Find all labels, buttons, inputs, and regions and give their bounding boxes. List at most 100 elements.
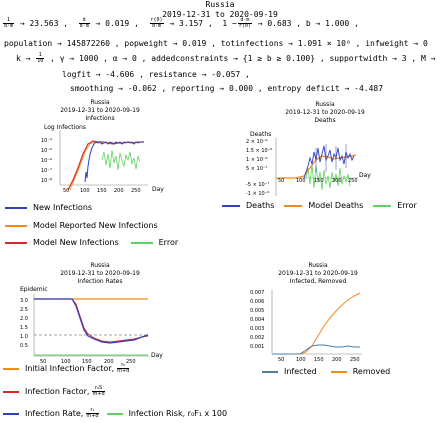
deaths-xtick-1: 50 — [278, 178, 284, 184]
deaths-legend-label-model: Model Deaths — [308, 201, 364, 210]
removed-series — [272, 292, 361, 355]
legend-new-infections: New Infections — [5, 203, 92, 212]
params-line-1: 1 d·m → 23.563 , d d·m → 0.019 , r(0) d·m →… — [3, 17, 359, 29]
rates-ytick-6: 0.5 — [20, 343, 28, 349]
rates-ytick-3: 2.0 — [20, 316, 28, 322]
infections-data-series — [84, 141, 144, 183]
deaths-ylabel: Deaths — [250, 131, 272, 138]
legend-label-model-reported: Model Reported New Infections — [33, 221, 158, 230]
infected-chart: 0.007 0.006 0.005 0.004 0.003 0.002 0.00… — [250, 290, 362, 363]
deaths-error-series — [305, 163, 351, 191]
legend-label-infection-rate: Infection Rate, — [25, 409, 84, 418]
rates-xtick-1: 50 — [40, 359, 46, 365]
deaths-legend-label-deaths: Deaths — [246, 201, 275, 210]
deaths-data-series — [303, 145, 355, 179]
legend-label-model-new: Model New Infections — [33, 238, 119, 247]
legend-swatch-rate — [3, 412, 19, 415]
infected-ytick-6: 0.002 — [250, 335, 264, 341]
fraction-d-over-dm: d d·m — [78, 17, 90, 29]
legend-fraction-initial: r₀ m+d — [117, 362, 130, 374]
deaths-xlabel: Day — [359, 172, 371, 179]
params-line-2: population → 145872260 , popweight → 0.0… — [4, 39, 428, 48]
deaths-legend-label-error: Error — [397, 201, 417, 210]
deaths-legend-swatch-blue — [222, 204, 240, 207]
infected-title-name: Infected, Removed — [289, 278, 347, 285]
rates-title-dates: 2019-12-31 to 2020-09-19 — [60, 270, 140, 277]
deaths-ytick-4: 5 × 10⁻⁷ — [246, 166, 268, 172]
infections-xlabel: Day — [152, 186, 164, 193]
legend-swatch-red — [5, 241, 27, 244]
infected-xtick-5: 250 — [350, 357, 360, 363]
legend-swatch-factor — [3, 390, 19, 393]
infections-xtick-3: 150 — [97, 188, 107, 194]
infections-ytick-5: 10⁻⁸ — [41, 178, 52, 184]
deaths-xtick-4: 200 — [332, 178, 342, 184]
rates-plot-title: Russia 2019-12-31 to 2020-09-19 Infectio… — [30, 262, 170, 286]
param-line-3-rest: , γ → 1000 , α → 0 , addedconstraints → … — [50, 54, 436, 63]
deaths-title-dates: 2019-12-31 to 2020-09-19 — [285, 109, 365, 116]
rates-ytick-4: 1.5 — [20, 325, 28, 331]
infections-error-series — [101, 149, 141, 171]
params-line-4: logfit → -4.606 , resistance → -0.057 , — [62, 70, 250, 79]
legend-infection-rate: Infection Rate, r₁ m+d Infection Risk, r₀… — [3, 408, 227, 419]
infected-ytick-3: 0.005 — [250, 308, 264, 314]
infections-ytick-4: 10⁻⁷ — [41, 168, 52, 174]
infected-xtick-3: 150 — [314, 357, 324, 363]
params-line-5: smoothing → -0.062 , reporting → 0.000 ,… — [70, 84, 384, 93]
deaths-title-country: Russia — [315, 101, 335, 108]
rates-ytick-1: 3.0 — [20, 298, 28, 304]
deaths-model-series — [276, 154, 357, 179]
legend-initial-factor: Initial Infection Factor, r₀ m+d — [3, 362, 130, 374]
deaths-ytick-1: 2 × 10⁻⁶ — [246, 139, 268, 145]
legend-fraction-rate: r₁ m+d — [86, 407, 99, 419]
infected-ytick-1: 0.007 — [250, 290, 264, 296]
rates-infection-rate-series — [34, 298, 149, 344]
deaths-ytick-3: 1 × 10⁻⁶ — [246, 157, 268, 163]
legend-label-new-infections: New Infections — [33, 203, 93, 212]
infected-title-dates: 2019-12-31 to 2020-09-19 — [278, 270, 358, 277]
infections-model-reported-series — [69, 141, 145, 191]
rates-ytick-5: 1.0 — [20, 334, 28, 340]
deaths-xtick-5: 250 — [348, 178, 358, 184]
infected-xtick-2: 100 — [296, 357, 306, 363]
legend-model-new: Model New Infections Error — [5, 238, 178, 247]
infections-ytick-3: 10⁻⁶ — [41, 158, 52, 164]
rates-title-country: Russia — [90, 262, 110, 269]
country-title: Russia — [205, 0, 235, 9]
param-value-3: → 3.157 , — [169, 19, 213, 28]
infections-xtick-2: 100 — [80, 188, 90, 194]
infections-plot-title: Russia 2019-12-31 to 2020-09-19 Infectio… — [40, 99, 160, 123]
param-value-2: → 0.019 , — [95, 19, 139, 28]
legend-swatch-risk — [106, 412, 123, 415]
deaths-xtick-3: 150 — [314, 178, 324, 184]
infected-title-country: Russia — [308, 262, 328, 269]
infected-legend: Infected Removed — [262, 367, 390, 376]
legend-label-initial-factor: Initial Infection Factor, — [25, 364, 115, 373]
removed-legend-label: Removed — [352, 367, 391, 376]
rates-xtick-2: 100 — [61, 359, 71, 365]
infections-ylabel: Log Infections — [44, 124, 86, 131]
infections-title-country: Russia — [90, 99, 110, 106]
fraction-dm-over-r0: d·m r(0) — [237, 17, 252, 29]
rates-xtick-4: 200 — [104, 359, 114, 365]
infections-model-series — [67, 140, 144, 191]
legend-label-error: Error — [158, 238, 179, 247]
params-line-3: k → 1 10 , γ → 1000 , α → 0 , addedconstr… — [16, 53, 435, 64]
deaths-xticks: 50 100 150 200 250 — [278, 178, 358, 184]
infections-ytick-1: 10⁻⁴ — [41, 138, 52, 144]
legend-model-reported: Model Reported New Infections — [5, 221, 158, 230]
legend-swatch-initial — [3, 367, 19, 370]
deaths-legend: Deaths Model Deaths Error — [222, 201, 417, 210]
legend-label-infection-risk: Infection Risk, r₀F₁ x 100 — [128, 409, 228, 418]
infected-legend-swatch — [262, 370, 278, 373]
deaths-ytick-5: -5 × 10⁻⁷ — [246, 182, 269, 188]
legend-swatch-orange — [5, 224, 27, 227]
infected-ytick-4: 0.004 — [250, 317, 264, 323]
deaths-legend-swatch-orange — [284, 204, 303, 207]
infected-xtick-1: 50 — [278, 357, 284, 363]
param-value-1: → 23.563 , — [19, 19, 69, 28]
infections-xtick-1: 50 — [63, 188, 69, 194]
rates-chart: 3.0 2.5 2.0 1.5 1.0 0.5 50 100 150 200 2… — [20, 294, 150, 365]
legend-swatch-blue — [5, 206, 27, 209]
infections-title-dates: 2019-12-31 to 2020-09-19 — [60, 107, 140, 114]
